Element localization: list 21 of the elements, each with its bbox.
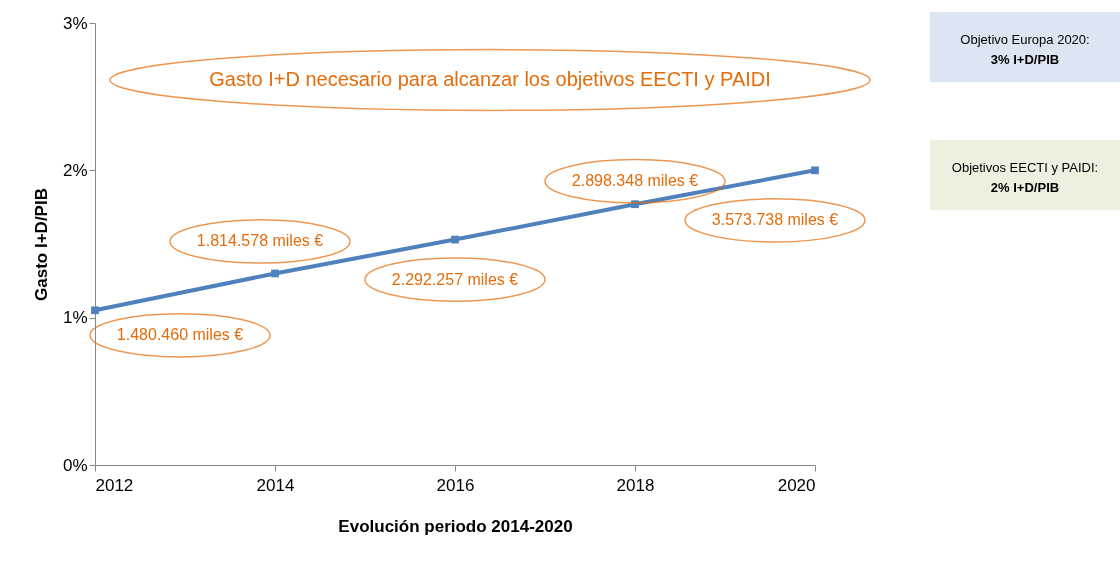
y-tick-label: 2% xyxy=(62,160,88,180)
x-tick-label: 2012 xyxy=(95,475,134,495)
x-tick-label: 2018 xyxy=(616,475,655,495)
x-axis-title: Evolución periodo 2014-2020 xyxy=(338,516,573,536)
annotation: 2.898.348 miles € xyxy=(571,172,699,190)
text: Gasto I+D necesario para alcanzar los objetivos EECTI y PAIDI xyxy=(209,68,771,90)
x-tick-label: 2016 xyxy=(436,475,475,495)
annotation: 1.814.578 miles € xyxy=(196,232,324,250)
y-tick-label: 0% xyxy=(62,455,88,475)
text: Objetivos EECTI y PAIDI: xyxy=(951,160,1099,175)
y-axis-title: Gasto I+D/PIB xyxy=(31,188,51,301)
text: 3% I+D/PIB xyxy=(990,52,1060,67)
y-tick-label: 1% xyxy=(62,308,88,328)
y-tick-label: 3% xyxy=(62,13,88,33)
text: Objetivo Europa 2020: xyxy=(960,32,1090,47)
x-tick-label: 2014 xyxy=(256,475,295,495)
annotation: 2.292.257 miles € xyxy=(391,270,519,288)
x-tick-label: 2020 xyxy=(777,475,816,495)
text: 2% I+D/PIB xyxy=(990,180,1060,195)
annotation: 3.573.738 miles € xyxy=(711,211,839,229)
annotation: 1.480.460 miles € xyxy=(116,326,244,344)
